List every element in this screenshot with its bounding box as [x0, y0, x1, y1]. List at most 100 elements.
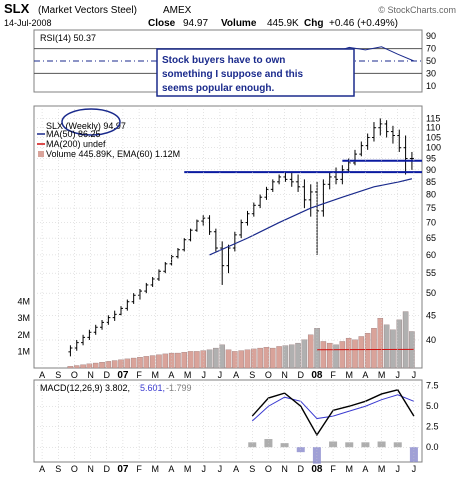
volume-bar	[333, 345, 338, 368]
macd-x-tick-label: N	[87, 464, 94, 474]
volume-bar	[283, 346, 288, 368]
price-x-tick-label: S	[249, 370, 255, 380]
price-y-tick-label: 75	[426, 203, 436, 213]
macd-x-tick-label: J	[218, 464, 223, 474]
macd-x-tick-label: M	[184, 464, 192, 474]
macd-x-tick-label: S	[249, 464, 255, 474]
price-x-tick-label: M	[346, 370, 354, 380]
volume-bar	[112, 361, 117, 368]
volume-bar	[207, 350, 212, 368]
volume-y-tick-label: 3M	[17, 313, 30, 323]
macd-x-tick-label: F	[330, 464, 336, 474]
macd-x-tick-label: S	[55, 464, 61, 474]
volume-bar	[365, 333, 370, 368]
volume-bar	[384, 325, 389, 368]
chart-date: 14-Jul-2008	[4, 18, 52, 28]
macd-legend-signal: 5.601,	[140, 383, 165, 393]
volume-bar	[80, 365, 85, 368]
volume-bar	[245, 350, 250, 368]
volume-bar	[403, 312, 408, 368]
volume-bar	[346, 338, 351, 368]
price-y-tick-label: 90	[426, 165, 436, 175]
volume-value: 445.9K	[267, 18, 299, 29]
macd-x-tick-label: M	[378, 464, 386, 474]
macd-x-tick-label: M	[346, 464, 354, 474]
volume-bar	[68, 366, 73, 368]
volume-bar	[308, 335, 313, 368]
macd-x-tick-label: J	[412, 464, 417, 474]
price-x-tick-label: A	[362, 370, 368, 380]
volume-bar	[213, 348, 218, 368]
volume-bar	[371, 328, 376, 368]
volume-bar	[378, 318, 383, 368]
macd-x-tick-label: 07	[117, 464, 129, 475]
macd-x-tick-label: O	[265, 464, 272, 474]
rsi-y-tick-label: 90	[426, 31, 436, 41]
volume-bar	[156, 355, 161, 368]
volume-bar	[295, 343, 300, 368]
macd-y-tick-label: 2.5	[426, 422, 439, 432]
price-x-tick-label: F	[330, 370, 336, 380]
volume-y-tick-label: 4M	[17, 297, 30, 307]
volume-bar	[258, 348, 263, 368]
price-x-tick-label: N	[87, 370, 94, 380]
macd-legend-macd: MACD(12,26,9) 3.802,	[40, 383, 130, 393]
volume-legend-swatch	[38, 151, 44, 157]
price-x-tick-label: O	[265, 370, 272, 380]
chart-exchange: AMEX	[163, 5, 192, 16]
volume-bar	[175, 353, 180, 368]
price-y-tick-label: 55	[426, 268, 436, 278]
volume-label: Volume	[221, 18, 257, 29]
volume-bar	[99, 362, 104, 368]
macd-x-tick-label: A	[362, 464, 368, 474]
volume-bar	[201, 351, 206, 368]
chg-label: Chg	[304, 18, 323, 29]
price-x-tick-label: M	[184, 370, 192, 380]
volume-bar	[359, 336, 364, 368]
price-x-tick-label: J	[218, 370, 223, 380]
watermark: © StockCharts.com	[378, 5, 456, 15]
rsi-y-tick-label: 70	[426, 44, 436, 54]
volume-bar	[321, 341, 326, 368]
volume-bar	[340, 341, 345, 368]
price-x-tick-label: N	[281, 370, 288, 380]
annotation-line-3: seems popular enough.	[162, 83, 274, 94]
volume-bar	[289, 345, 294, 368]
price-x-tick-label: A	[168, 370, 174, 380]
price-y-tick-label: 95	[426, 153, 436, 163]
price-y-tick-label: 50	[426, 288, 436, 298]
macd-y-tick-label: 5.0	[426, 401, 439, 411]
volume-bar	[397, 320, 402, 368]
price-y-tick-label: 110	[426, 123, 440, 133]
price-x-tick-label: 08	[311, 370, 323, 381]
volume-legend: Volume 445.89K, EMA(60) 1.12M	[46, 149, 180, 159]
close-label: Close	[148, 18, 176, 29]
macd-x-tick-label: J	[202, 464, 207, 474]
ma50-legend: MA(50) 86.25	[46, 129, 101, 139]
chart-name: (Market Vectors Steel)	[38, 5, 137, 16]
rsi-y-tick-label: 10	[426, 81, 436, 91]
price-y-tick-label: 85	[426, 177, 436, 187]
macd-x-tick-label: N	[281, 464, 288, 474]
price-x-tick-label: D	[298, 370, 305, 380]
volume-bar	[232, 351, 237, 368]
volume-bar	[390, 330, 395, 368]
volume-bar	[118, 360, 123, 368]
macd-x-tick-label: O	[71, 464, 78, 474]
macd-x-tick-label: A	[233, 464, 239, 474]
rsi-legend: RSI(14) 50.37	[40, 33, 96, 43]
volume-bar	[144, 356, 149, 368]
macd-y-tick-label: 7.5	[426, 381, 439, 391]
volume-bar	[277, 346, 282, 368]
volume-bar	[131, 358, 136, 368]
macd-x-tick-label: A	[39, 464, 45, 474]
volume-bar	[182, 352, 187, 368]
macd-x-tick-label: 08	[311, 464, 323, 475]
price-x-tick-label: S	[55, 370, 61, 380]
volume-bar	[125, 359, 130, 368]
price-x-tick-label: D	[104, 370, 111, 380]
price-y-tick-label: 105	[426, 132, 441, 142]
annotation-line-1: Stock buyers have to own	[162, 55, 285, 66]
